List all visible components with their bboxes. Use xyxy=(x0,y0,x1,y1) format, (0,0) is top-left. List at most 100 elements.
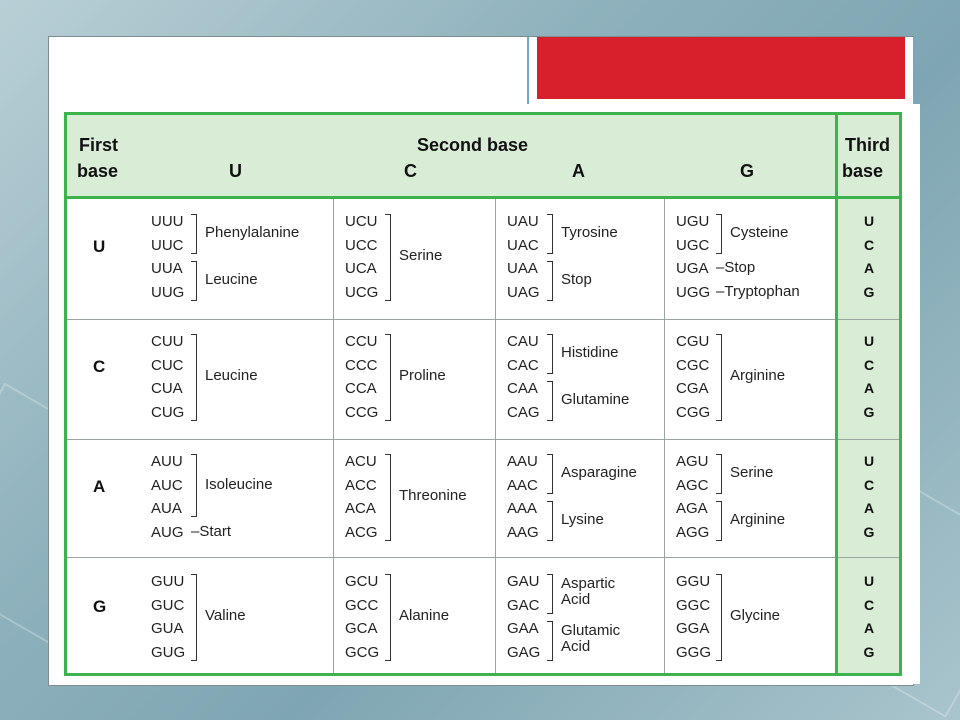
third-base-label-line1: Third xyxy=(845,135,890,155)
second-base-letter-c: C xyxy=(404,161,417,181)
codon: CGG xyxy=(676,403,711,421)
third-base-letter: A xyxy=(863,500,875,516)
row-divider xyxy=(838,319,899,320)
codon: ACC xyxy=(345,476,377,494)
codon-bracket xyxy=(191,334,197,421)
codon: UUC xyxy=(151,236,184,254)
third-base-letter: U xyxy=(863,453,875,469)
codon: AGA xyxy=(676,500,708,517)
row-divider xyxy=(67,557,835,558)
third-base-letter: C xyxy=(863,596,875,613)
amino-acid-label: –Tryptophan xyxy=(716,282,800,300)
codon: UCU xyxy=(345,213,378,230)
third-base-divider xyxy=(835,115,838,673)
codon: UGA xyxy=(676,260,709,277)
amino-acid-label: Serine xyxy=(399,247,443,265)
codon: UAU xyxy=(507,213,539,230)
codon: UGC xyxy=(676,236,710,254)
codon-table: First base Second base U C A G Third bas… xyxy=(64,112,902,676)
amino-acid-label: Asparagine xyxy=(561,463,637,481)
codon: CCA xyxy=(345,380,377,397)
third-base-letter: C xyxy=(863,356,875,373)
codon: GGC xyxy=(676,596,711,614)
third-base-letter: A xyxy=(863,620,875,636)
row-divider xyxy=(838,557,899,558)
amino-acid-label: Glycine xyxy=(730,607,781,625)
row-divider xyxy=(838,439,899,440)
codon-bracket xyxy=(547,381,553,421)
amino-acid-label: Stop xyxy=(561,270,592,288)
codon: CAU xyxy=(507,333,539,350)
codon: AUC xyxy=(151,476,183,494)
codon: CGC xyxy=(676,356,710,374)
third-base-letter: A xyxy=(863,260,875,276)
second-base-letter-u: U xyxy=(229,161,242,181)
codon: CGA xyxy=(676,380,709,397)
third-base-letter: U xyxy=(863,333,875,349)
first-base-letter: C xyxy=(93,357,106,376)
codon: GAU xyxy=(507,573,540,590)
first-base-letter: A xyxy=(93,477,106,496)
codon-bracket xyxy=(547,574,553,614)
codon: GAA xyxy=(507,620,539,637)
column-divider xyxy=(495,199,496,673)
codon-bracket xyxy=(191,214,197,254)
amino-acid-label: Tyrosine xyxy=(561,223,618,241)
first-base-label-line2: base xyxy=(77,161,119,181)
amino-acid-label: Arginine xyxy=(730,367,786,385)
title-block-fill xyxy=(537,37,905,99)
codon-bracket xyxy=(716,574,722,661)
codon: CCC xyxy=(345,356,378,374)
codon-bracket xyxy=(191,261,197,301)
third-base-letter: A xyxy=(863,380,875,396)
amino-acid-label: Aspartic Acid xyxy=(561,574,616,608)
codon: UUA xyxy=(151,260,183,277)
row-divider xyxy=(67,319,835,320)
codon-bracket xyxy=(716,214,722,254)
codon: CGU xyxy=(676,333,710,350)
codon-bracket xyxy=(385,574,391,661)
amino-acid-label: Lysine xyxy=(561,510,604,528)
codon: UGU xyxy=(676,213,710,230)
column-divider xyxy=(333,199,334,673)
codon: ACU xyxy=(345,453,377,470)
codon: AGU xyxy=(676,453,709,470)
amino-acid-label: Leucine xyxy=(205,367,258,385)
codon-bracket xyxy=(385,334,391,421)
amino-acid-label: Glutamine xyxy=(561,390,630,408)
codon: ACA xyxy=(345,500,376,517)
amino-acid-label: –Start xyxy=(191,522,232,540)
amino-acid-label: Cysteine xyxy=(730,223,789,241)
codon: GCG xyxy=(345,643,380,661)
third-base-letter: G xyxy=(863,283,875,300)
codon: GAC xyxy=(507,596,540,614)
third-base-letter: G xyxy=(863,523,875,540)
third-base-letter: C xyxy=(863,236,875,253)
row-divider xyxy=(67,439,835,440)
codon: GGG xyxy=(676,643,712,661)
codon: AUG xyxy=(151,523,184,541)
third-base-column xyxy=(838,199,899,673)
codon: AAA xyxy=(507,500,538,517)
first-base-letter: G xyxy=(93,597,107,616)
codon: UCA xyxy=(345,260,377,277)
third-base-letter: U xyxy=(863,213,875,229)
codon: UAA xyxy=(507,260,538,277)
codon: GGA xyxy=(676,620,710,637)
amino-acid-label: –Stop xyxy=(716,259,756,276)
codon: GUG xyxy=(151,643,186,661)
amino-acid-label: Threonine xyxy=(399,487,467,505)
codon: AAU xyxy=(507,453,538,470)
amino-acid-label: Phenylalanine xyxy=(205,223,300,241)
codon: CUA xyxy=(151,380,183,397)
codon-table-figure: First base Second base U C A G Third bas… xyxy=(62,104,920,684)
codon-bracket xyxy=(547,454,553,494)
codon: UCG xyxy=(345,283,379,301)
codon: CCU xyxy=(345,333,378,350)
codon: UUU xyxy=(151,213,184,230)
codon: AGC xyxy=(676,476,709,494)
codon-bracket xyxy=(547,261,553,301)
codon-bracket xyxy=(716,501,722,541)
second-base-letter-g: G xyxy=(740,161,755,181)
amino-acid-label: Leucine xyxy=(205,270,258,288)
